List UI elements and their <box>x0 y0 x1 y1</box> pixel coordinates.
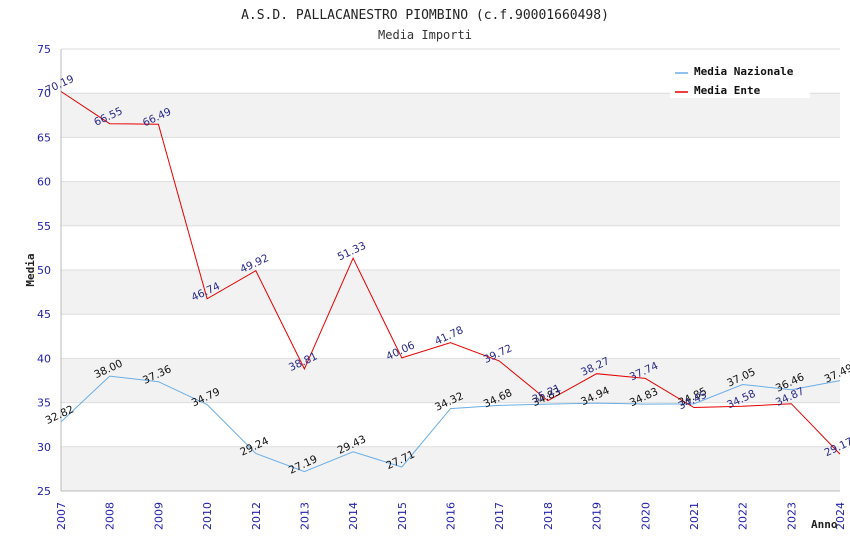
y-tick-label: 35 <box>37 397 51 410</box>
x-tick-label: 2023 <box>785 502 798 530</box>
grid-band <box>61 402 840 447</box>
y-tick-label: 65 <box>37 131 51 144</box>
y-axis-ticks: 25 30 35 40 45 50 55 60 65 70 75 <box>37 43 51 498</box>
x-tick-label: 2024 <box>834 502 847 530</box>
x-tick-label: 2007 <box>55 502 68 530</box>
x-tick-label: 2022 <box>737 502 750 530</box>
grid-band <box>61 181 840 226</box>
x-tick-label: 2019 <box>591 502 604 530</box>
x-tick-label: 2009 <box>152 502 165 530</box>
y-tick-label: 50 <box>37 264 51 277</box>
x-tick-label: 2014 <box>347 502 360 530</box>
series-line-media-nazionale <box>60 375 841 473</box>
chart-subtitle: Media Importi <box>378 28 472 42</box>
x-tick-label: 2018 <box>542 502 555 530</box>
y-tick-label: 75 <box>37 43 51 56</box>
y-tick-label: 70 <box>37 87 51 100</box>
y-tick-label: 40 <box>37 352 51 365</box>
x-axis-ticks: 2007 2008 2009 2010 2012 2013 2014 2015 2016 2017… <box>55 502 847 530</box>
x-tick-label: 2020 <box>639 502 652 530</box>
grid-band <box>61 358 840 403</box>
chart-title: A.S.D. PALLACANESTRO PIOMBINO (c.f.90001… <box>241 8 609 23</box>
grid-band <box>61 270 840 315</box>
legend: Media Nazionale Media Ente <box>670 60 810 98</box>
y-tick-label: 30 <box>37 441 51 454</box>
background-bands <box>61 49 840 491</box>
y-tick-label: 25 <box>37 485 51 498</box>
x-tick-label: 2017 <box>493 502 506 530</box>
x-tick-label: 2015 <box>396 502 409 530</box>
x-tick-label: 2021 <box>688 502 701 530</box>
series-line-media-ente <box>60 91 841 455</box>
legend-label-media-ente: Media Ente <box>694 84 761 97</box>
grid-band <box>61 225 840 270</box>
y-tick-label: 45 <box>37 308 51 321</box>
x-axis-label: Anno <box>811 518 838 531</box>
x-tick-label: 2012 <box>250 502 263 530</box>
legend-box <box>670 60 810 98</box>
y-tick-label: 55 <box>37 220 51 233</box>
grid-band <box>61 446 840 491</box>
x-tick-label: 2010 <box>201 502 214 530</box>
x-tick-label: 2013 <box>298 502 311 530</box>
x-tick-label: 2016 <box>445 502 458 530</box>
grid-band <box>61 93 840 138</box>
grid-band <box>61 137 840 182</box>
y-tick-label: 60 <box>37 176 51 189</box>
y-axis-label: Media <box>24 253 37 286</box>
grid-band <box>61 314 840 359</box>
legend-label-media-nazionale: Media Nazionale <box>694 65 794 78</box>
x-tick-label: 2008 <box>104 502 117 530</box>
gridlines <box>60 48 840 492</box>
series-lines <box>60 91 841 473</box>
